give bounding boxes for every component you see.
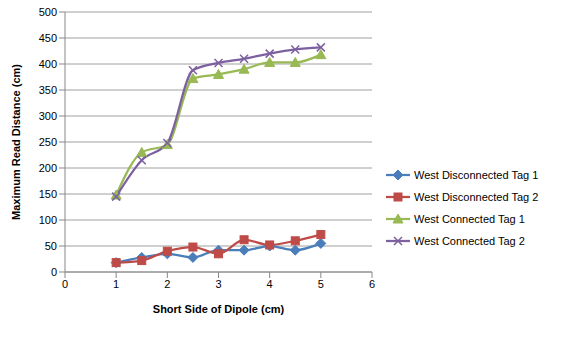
svg-text:6: 6: [369, 278, 375, 290]
html-text:West Disconnected Tag 2: West Disconnected Tag 2: [414, 191, 539, 203]
svg-text:Short Side of Dipole (cm): Short Side of Dipole (cm): [153, 303, 285, 315]
svg-text:3: 3: [215, 278, 221, 290]
svg-text:2: 2: [164, 278, 170, 290]
svg-text:500: 500: [39, 8, 57, 18]
svg-text:450: 450: [39, 32, 57, 44]
svg-text:300: 300: [39, 110, 57, 122]
svg-text:100: 100: [39, 214, 57, 226]
svg-text:1: 1: [113, 278, 119, 290]
html-text:West Connected Tag 2: West Connected Tag 2: [414, 235, 525, 247]
html-text:West Disconnected Tag 1: West Disconnected Tag 1: [414, 169, 539, 181]
svg-text:Maximum Read Distance (cm): Maximum Read Distance (cm): [10, 64, 22, 220]
svg-text:200: 200: [39, 162, 57, 174]
svg-text:0: 0: [51, 266, 57, 278]
svg-text:4: 4: [267, 278, 273, 290]
html-text:West Connected Tag 1: West Connected Tag 1: [414, 213, 525, 225]
svg-text:400: 400: [39, 58, 57, 70]
svg-text:50: 50: [45, 240, 57, 252]
svg-text:350: 350: [39, 84, 57, 96]
svg-text:5: 5: [318, 278, 324, 290]
svg-text:250: 250: [39, 136, 57, 148]
svg-text:150: 150: [39, 188, 57, 200]
svg-text:0: 0: [62, 278, 68, 290]
